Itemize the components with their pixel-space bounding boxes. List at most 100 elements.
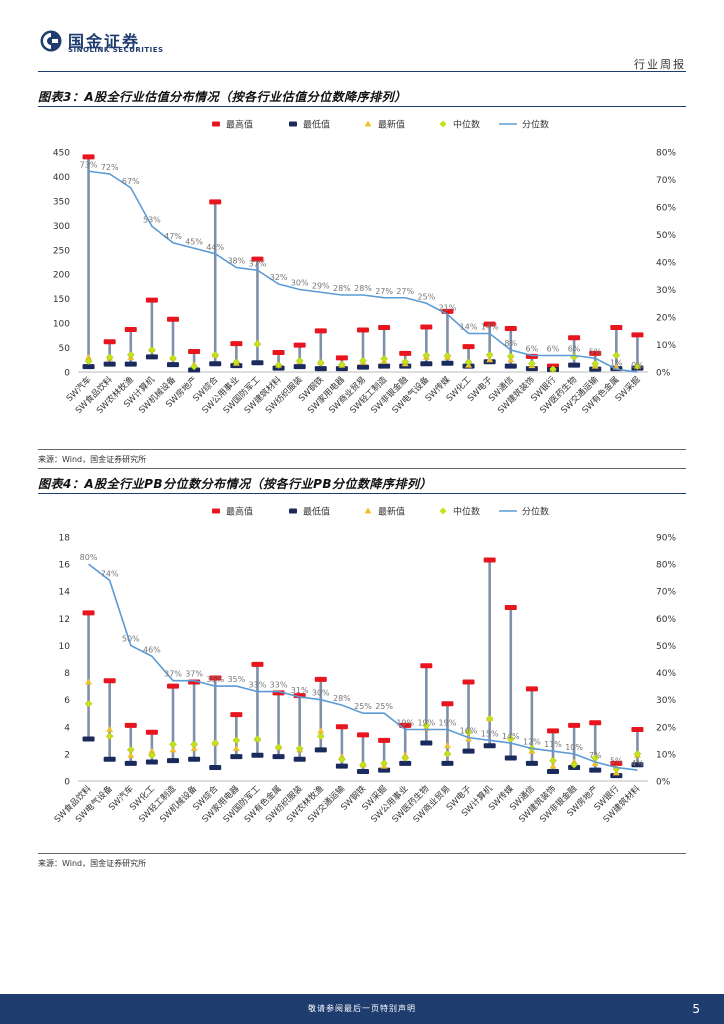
max-marker [504,325,517,331]
percentile-data-label: 10% [565,743,583,752]
y-axis-tick-label: 400 [53,173,70,183]
latest-marker [591,759,599,766]
median-marker [232,358,241,367]
y-axis-tick-label: 10 [59,642,71,652]
percentile-data-label: 29% [312,281,330,290]
min-marker [399,760,412,766]
figure-3-bottom-rule [38,449,686,450]
legend-label-median: 中位数 [453,506,480,518]
max-marker [103,339,116,345]
y-axis-tick-label: 300 [53,222,70,232]
min-marker [568,362,581,368]
percentile-data-label: 72% [101,163,119,172]
median-marker [253,340,262,348]
median-marker [633,750,642,758]
median-marker [126,351,135,359]
percentile-data-label: 5% [589,347,602,356]
min-marker [378,363,391,369]
y2-axis-tick-label: 80% [656,149,676,159]
min-marker [420,740,433,746]
median-marker [105,353,114,362]
median-marker [190,740,198,749]
max-marker [103,678,116,684]
percentile-data-label: 19% [396,718,414,727]
percentile-data-label: 14% [460,323,478,332]
percentile-data-label: 25% [354,702,372,711]
percentile-data-label: 35% [227,675,245,684]
latest-marker [106,725,114,732]
y-axis-tick-label: 0 [64,369,70,379]
y2-axis-tick-label: 10% [656,750,676,760]
figure-4-bottom-rule [38,853,686,854]
max-marker [631,332,644,338]
percentile-data-label: 74% [101,569,119,578]
percentile-data-label: 33% [249,681,267,690]
median-marker [485,714,494,723]
max-marker [610,760,623,766]
percentile-data-label: 30% [291,279,309,288]
percentile-data-label: 0% [631,361,644,370]
y-axis-tick-label: 6 [64,696,70,706]
median-marker [485,351,494,359]
percentile-data-label: 44% [206,243,224,252]
min-marker [209,764,222,770]
median-marker [506,352,515,361]
legend-min-swatch [289,508,297,514]
percentile-data-label: 31% [291,686,309,695]
y-axis-tick-label: 350 [53,197,70,207]
percentile-data-label: 14% [481,323,499,332]
legend-label-latest: 最新值 [378,119,405,131]
max-marker [589,350,602,356]
percentile-data-label: 6% [526,345,539,354]
report-type: 行业周报 [634,58,686,71]
latest-marker [443,742,451,749]
percentile-line [88,563,638,771]
y2-axis-tick-label: 20% [656,723,676,733]
percentile-data-label: 7% [589,751,602,760]
max-marker [483,557,496,563]
page-header: 国金证券 SINOLINK SECURITIES 行业周报 [0,0,724,75]
y-axis-tick-label: 2 [64,750,70,760]
percentile-data-label: 25% [417,292,435,301]
figure-4-source: 来源：Wind，国金证券研究所 [38,859,147,868]
max-marker [547,728,559,734]
percentile-data-label: 50% [122,634,140,643]
min-marker [103,361,116,367]
latest-marker [127,751,135,758]
max-marker [462,344,475,350]
y2-axis-tick-label: 60% [656,204,676,214]
max-marker [82,154,95,160]
legend-latest-swatch [364,120,372,127]
percentile-data-label: 8% [504,339,517,348]
min-marker [103,756,116,762]
figure-3-source: 来源：Wind，国金证券研究所 [38,455,147,464]
percentile-data-label: 19% [439,718,457,727]
page-footer: 敬请参阅最后一页特别声明 5 [0,994,724,1024]
legend-label-percentile: 分位数 [522,506,549,518]
y2-axis-tick-label: 40% [656,259,676,269]
percentile-data-label: 73% [80,160,98,169]
figure-3-source-rule [38,468,686,469]
median-marker [401,357,410,366]
percentile-data-label: 21% [439,303,457,312]
min-marker [378,767,391,773]
median-marker [380,354,388,363]
percentile-data-label: 45% [185,237,203,246]
percentile-data-label: 11% [544,740,562,749]
median-marker [443,750,452,758]
max-marker [335,355,348,361]
min-marker [357,364,369,370]
median-marker [169,740,177,749]
max-marker [82,610,95,616]
y2-axis-tick-label: 80% [656,561,676,571]
max-marker [124,722,137,728]
legend-label-latest: 最新值 [378,506,405,518]
latest-marker [486,356,494,363]
max-marker [251,661,264,667]
median-marker [295,356,304,365]
min-marker [314,366,327,372]
min-marker [145,354,158,360]
y2-axis-tick-label: 20% [656,314,676,324]
min-marker [82,736,95,742]
y2-axis-tick-label: 0% [656,778,671,788]
